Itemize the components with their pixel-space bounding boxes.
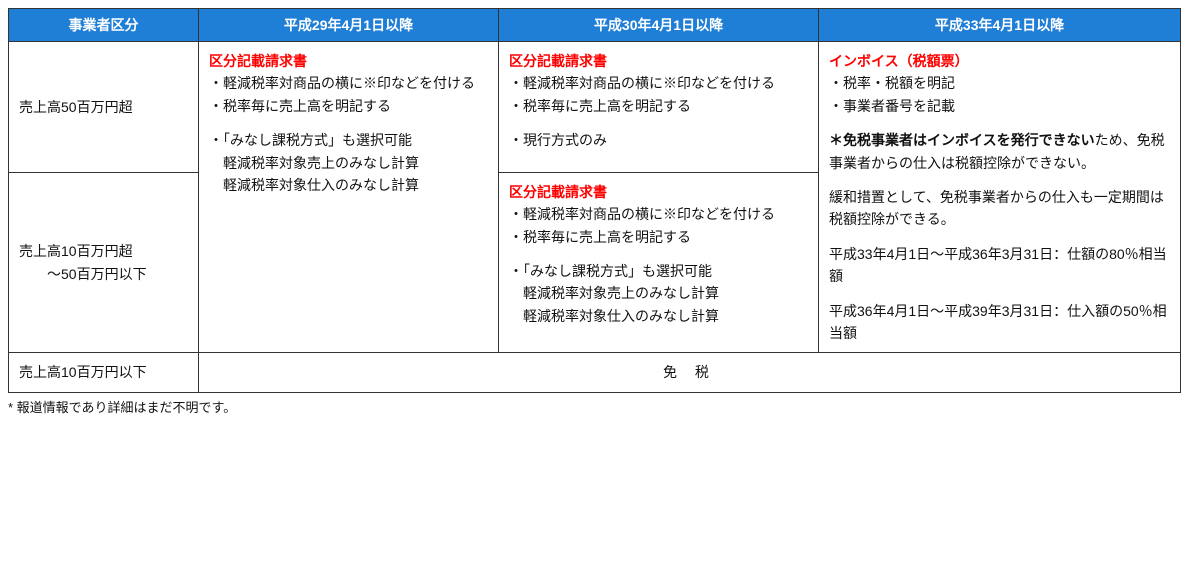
header-h30: 平成30年4月1日以降 <box>499 9 819 42</box>
h29-b4: 軽減税率対象売上のみなし計算 <box>209 152 488 174</box>
cell-h30-top: 区分記載請求書 ・軽減税率対商品の横に※印などを付ける ・税率毎に売上高を明記す… <box>499 42 819 173</box>
h33-b2: ・事業者番号を記載 <box>829 95 1170 117</box>
h29-b1: ・軽減税率対商品の横に※印などを付ける <box>209 72 488 94</box>
h33-title: インボイス（税額票） <box>829 50 1170 72</box>
h30b-title: 区分記載請求書 <box>509 181 808 203</box>
invoice-table: 事業者区分 平成29年4月1日以降 平成30年4月1日以降 平成33年4月1日以… <box>8 8 1181 393</box>
rowlabel-10m-50m-a: 売上高10百万円超 <box>19 240 188 262</box>
table-container: 事業者区分 平成29年4月1日以降 平成30年4月1日以降 平成33年4月1日以… <box>8 8 1180 416</box>
h29-b3: ・「みなし課税方式」も選択可能 <box>209 129 488 151</box>
h33-warn-bold: ＊免税事業者はインボイスを発行できない <box>829 132 1095 148</box>
h33-t2: 平成33年4月1日～平成36年3月31日：仕額の80％相当額 <box>829 243 1170 288</box>
row-under-10m: 売上高10百万円以下 免 税 <box>9 353 1181 392</box>
h30b-b2: ・税率毎に売上高を明記する <box>509 226 808 248</box>
rowlabel-10m-50m: 売上高10百万円超 ～50百万円以下 <box>9 172 199 352</box>
h30b-b3: ・「みなし課税方式」も選択可能 <box>509 260 808 282</box>
cell-exempt: 免 税 <box>199 353 1181 392</box>
h33-t1: 緩和措置として、免税事業者からの仕入も一定期間は税額控除ができる。 <box>829 186 1170 231</box>
h30b-b4: 軽減税率対象売上のみなし計算 <box>509 282 808 304</box>
h29-b2: ・税率毎に売上高を明記する <box>209 95 488 117</box>
rowlabel-under-10m: 売上高10百万円以下 <box>9 353 199 392</box>
header-jigyosha: 事業者区分 <box>9 9 199 42</box>
h30b-b1: ・軽減税率対商品の横に※印などを付ける <box>509 203 808 225</box>
header-row: 事業者区分 平成29年4月1日以降 平成30年4月1日以降 平成33年4月1日以… <box>9 9 1181 42</box>
h29-b5: 軽減税率対象仕入のみなし計算 <box>209 174 488 196</box>
header-h29: 平成29年4月1日以降 <box>199 9 499 42</box>
footnote: * 報道情報であり詳細はまだ不明です。 <box>8 397 1180 416</box>
h33-b1: ・税率・税額を明記 <box>829 72 1170 94</box>
h30a-b1: ・軽減税率対商品の横に※印などを付ける <box>509 72 808 94</box>
h29-title: 区分記載請求書 <box>209 50 488 72</box>
cell-h29-merged: 区分記載請求書 ・軽減税率対商品の横に※印などを付ける ・税率毎に売上高を明記す… <box>199 42 499 353</box>
cell-h33-merged: インボイス（税額票） ・税率・税額を明記 ・事業者番号を記載 ＊免税事業者はイン… <box>819 42 1181 353</box>
rowlabel-10m-50m-b: ～50百万円以下 <box>19 263 188 285</box>
h33-t3: 平成36年4月1日～平成39年3月31日：仕入額の50％相当額 <box>829 300 1170 345</box>
header-h33: 平成33年4月1日以降 <box>819 9 1181 42</box>
h30b-b5: 軽減税率対象仕入のみなし計算 <box>509 305 808 327</box>
rowlabel-over-50m: 売上高50百万円超 <box>9 42 199 173</box>
row-over-50m: 売上高50百万円超 区分記載請求書 ・軽減税率対商品の横に※印などを付ける ・税… <box>9 42 1181 173</box>
h30a-b3: ・現行方式のみ <box>509 129 808 151</box>
h30a-b2: ・税率毎に売上高を明記する <box>509 95 808 117</box>
h30a-title: 区分記載請求書 <box>509 50 808 72</box>
cell-h30-bottom: 区分記載請求書 ・軽減税率対商品の横に※印などを付ける ・税率毎に売上高を明記す… <box>499 172 819 352</box>
